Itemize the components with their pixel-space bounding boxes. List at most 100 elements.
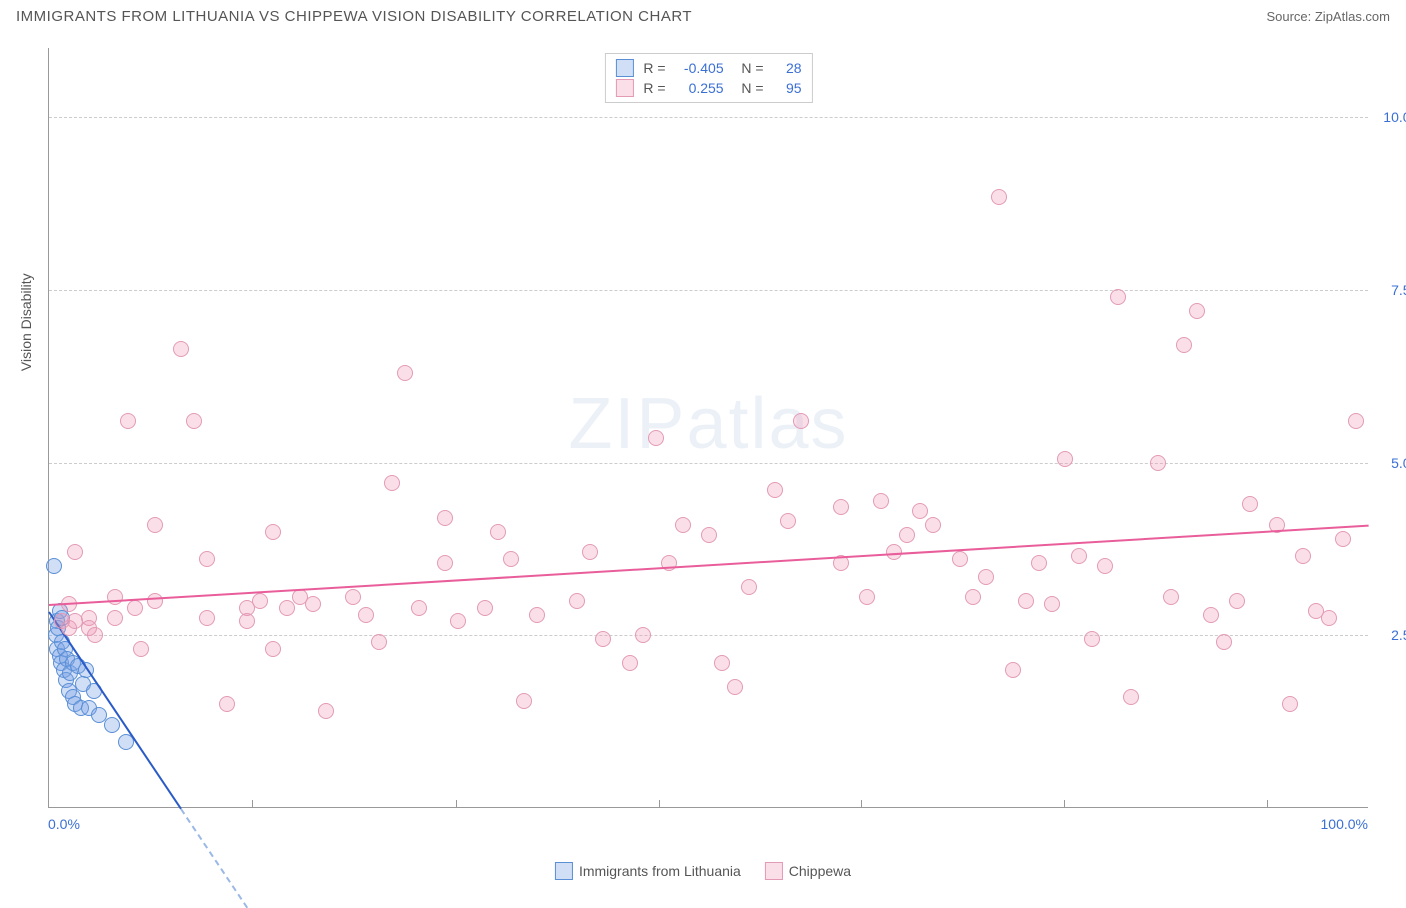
legend-swatch <box>615 79 633 97</box>
data-point <box>1018 593 1034 609</box>
data-point <box>1335 531 1351 547</box>
data-point <box>1242 496 1258 512</box>
data-point <box>991 189 1007 205</box>
data-point <box>1057 451 1073 467</box>
data-point <box>490 524 506 540</box>
data-point <box>265 524 281 540</box>
data-point <box>107 610 123 626</box>
data-point <box>147 593 163 609</box>
data-point <box>912 503 928 519</box>
data-point <box>1044 596 1060 612</box>
data-point <box>1229 593 1245 609</box>
data-point <box>199 551 215 567</box>
data-point <box>701 527 717 543</box>
x-tick <box>861 800 862 808</box>
data-point <box>437 510 453 526</box>
data-point <box>252 593 268 609</box>
data-point <box>727 679 743 695</box>
data-point <box>648 430 664 446</box>
data-point <box>978 569 994 585</box>
gridline-h <box>49 117 1368 118</box>
legend-swatch <box>615 59 633 77</box>
data-point <box>411 600 427 616</box>
data-point <box>899 527 915 543</box>
data-point <box>873 493 889 509</box>
data-point <box>635 627 651 643</box>
y-tick-label: 10.0% <box>1383 109 1406 125</box>
x-tick <box>659 800 660 808</box>
data-point <box>87 627 103 643</box>
trend-line-dashed <box>180 808 248 908</box>
data-point <box>1123 689 1139 705</box>
data-point <box>582 544 598 560</box>
series-legend: Immigrants from Lithuania Chippewa <box>555 862 851 880</box>
data-point <box>952 551 968 567</box>
data-point <box>133 641 149 657</box>
data-point <box>833 499 849 515</box>
data-point <box>173 341 189 357</box>
data-point <box>1150 455 1166 471</box>
legend-label: Chippewa <box>789 863 851 879</box>
data-point <box>714 655 730 671</box>
data-point <box>127 600 143 616</box>
data-point <box>1321 610 1337 626</box>
legend-item: Chippewa <box>765 862 851 880</box>
data-point <box>516 693 532 709</box>
data-point <box>859 589 875 605</box>
data-point <box>397 365 413 381</box>
data-point <box>622 655 638 671</box>
data-point <box>219 696 235 712</box>
n-label: N = <box>734 60 764 76</box>
data-point <box>780 513 796 529</box>
data-point <box>1163 589 1179 605</box>
data-point <box>1071 548 1087 564</box>
legend-label: Immigrants from Lithuania <box>579 863 741 879</box>
legend-swatch <box>765 862 783 880</box>
correlation-stats-box: R =-0.405 N =28R =0.255 N =95 <box>604 53 812 103</box>
trend-line <box>48 612 182 810</box>
data-point <box>1031 555 1047 571</box>
data-point <box>450 613 466 629</box>
data-point <box>371 634 387 650</box>
legend-item: Immigrants from Lithuania <box>555 862 741 880</box>
data-point <box>741 579 757 595</box>
data-point <box>1110 289 1126 305</box>
chart-title: IMMIGRANTS FROM LITHUANIA VS CHIPPEWA VI… <box>16 8 692 25</box>
x-tick <box>456 800 457 808</box>
r-label: R = <box>643 80 665 96</box>
x-tick-label: 0.0% <box>48 816 80 832</box>
data-point <box>318 703 334 719</box>
data-point <box>147 517 163 533</box>
data-point <box>186 413 202 429</box>
data-point <box>793 413 809 429</box>
data-point <box>199 610 215 626</box>
data-point <box>529 607 545 623</box>
data-point <box>46 558 62 574</box>
r-label: R = <box>643 60 665 76</box>
data-point <box>279 600 295 616</box>
data-point <box>358 607 374 623</box>
data-point <box>1084 631 1100 647</box>
data-point <box>767 482 783 498</box>
n-value: 28 <box>774 60 802 76</box>
n-label: N = <box>734 80 764 96</box>
gridline-h <box>49 290 1368 291</box>
y-tick-label: 7.5% <box>1391 282 1406 298</box>
data-point <box>305 596 321 612</box>
scatter-chart: ZIPatlas R =-0.405 N =28R =0.255 N =95 2… <box>48 48 1368 808</box>
data-point <box>345 589 361 605</box>
data-point <box>1203 607 1219 623</box>
x-tick <box>1064 800 1065 808</box>
stats-row: R =0.255 N =95 <box>615 78 801 98</box>
x-tick-label: 100.0% <box>1321 816 1368 832</box>
data-point <box>437 555 453 571</box>
data-point <box>1176 337 1192 353</box>
source-attribution: Source: ZipAtlas.com <box>1266 9 1390 24</box>
data-point <box>1216 634 1232 650</box>
legend-swatch <box>555 862 573 880</box>
data-point <box>265 641 281 657</box>
data-point <box>1282 696 1298 712</box>
data-point <box>1348 413 1364 429</box>
data-point <box>1189 303 1205 319</box>
data-point <box>107 589 123 605</box>
